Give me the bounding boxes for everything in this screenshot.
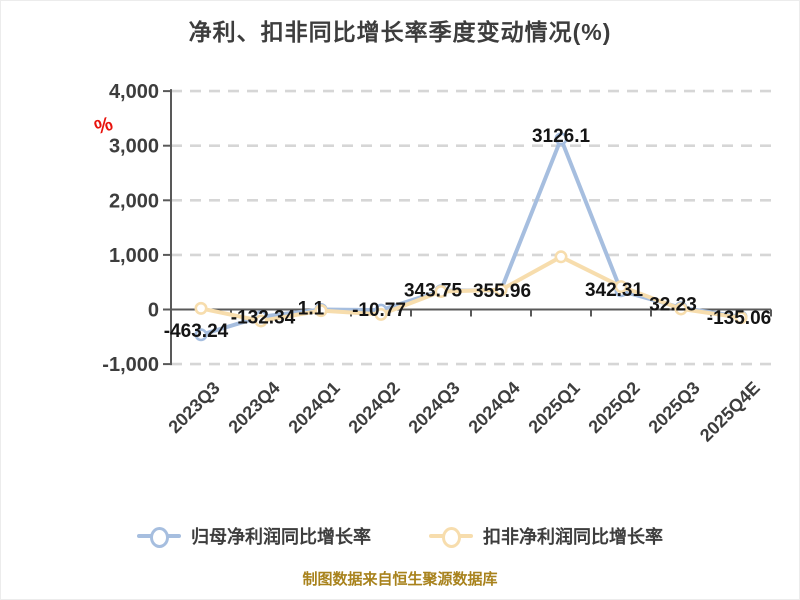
chart-title: 净利、扣非同比增长率季度变动情况(%): [188, 19, 612, 45]
legend: 归母净利润同比增长率 扣非净利润同比增长率: [1, 521, 799, 551]
x-axis-label: 2025Q4E: [696, 378, 764, 446]
data-label: 3126.1: [532, 126, 591, 147]
x-axis-label: 2025Q2: [584, 378, 643, 437]
y-tick-label: 2,000: [109, 190, 159, 212]
data-point: [674, 302, 688, 316]
x-axis-label: 2024Q1: [284, 378, 343, 437]
data-label: 1.1: [298, 298, 325, 319]
data-point: [434, 284, 448, 298]
data-point: [374, 307, 388, 321]
x-axis-label: 2024Q3: [404, 378, 463, 437]
series-line-1: [199, 254, 743, 323]
x-axis-label: 2025Q1: [524, 378, 583, 437]
data-point: [314, 304, 328, 318]
legend-item-net-profit-growth[interactable]: 归母净利润同比增长率: [137, 521, 371, 551]
data-label: 343.75: [404, 281, 463, 302]
data-label: -132.34: [231, 308, 296, 329]
x-axis-label: 2023Q4: [224, 378, 283, 437]
y-tick-label: 3,000: [109, 136, 159, 158]
data-label: 342.31: [585, 280, 644, 301]
data-point: [734, 311, 748, 325]
x-axis-label: 2023Q3: [164, 378, 223, 437]
legend-item-non-recurring-growth[interactable]: 扣非净利润同比增长率: [429, 521, 663, 551]
data-label: -135.06: [707, 308, 771, 329]
legend-label: 扣非净利润同比增长率: [483, 527, 663, 547]
x-axis-label: 2025Q3: [644, 378, 703, 437]
data-point: [194, 301, 208, 315]
data-point: [554, 250, 568, 264]
data-point: [614, 280, 628, 294]
data-source-note: 制图数据来自恒生聚源数据库: [302, 571, 498, 588]
data-point: [194, 328, 208, 342]
line-marker-icon: [137, 521, 181, 551]
line-marker-icon: [429, 521, 473, 551]
data-label: -10.77: [352, 300, 406, 321]
data-point: [554, 132, 568, 146]
data-label: -463.24: [164, 321, 229, 342]
data-point: [254, 314, 268, 328]
y-tick-label: 4,000: [109, 81, 159, 103]
x-axis-label: 2024Q4: [464, 378, 523, 437]
y-tick-label: 0: [148, 300, 159, 322]
legend-label: 归母净利润同比增长率: [191, 527, 371, 547]
x-axis-label: 2024Q2: [344, 378, 403, 437]
y-tick-label: 1,000: [109, 245, 159, 267]
y-tick-label: -1,000: [102, 354, 159, 376]
data-point: [494, 283, 508, 297]
data-label: 355.96: [473, 281, 531, 302]
data-label: 32.23: [649, 295, 697, 316]
